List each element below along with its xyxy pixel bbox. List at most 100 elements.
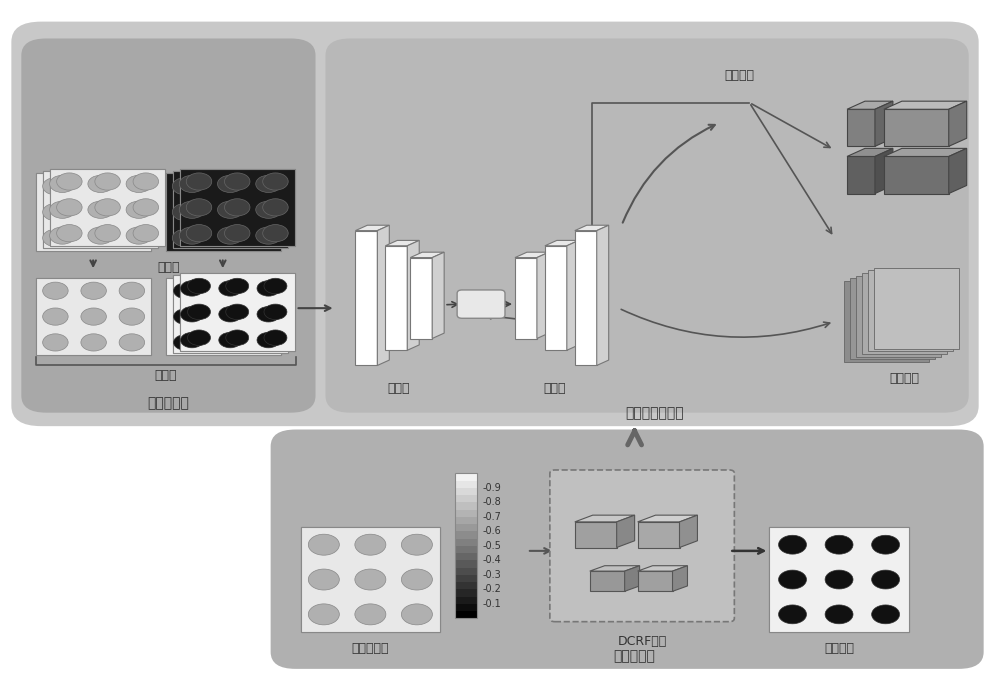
Text: -0.2: -0.2 [482,584,501,594]
Text: 特征通道: 特征通道 [889,372,919,385]
Polygon shape [385,246,407,350]
Text: 多层次特征融合: 多层次特征融合 [625,406,684,420]
Polygon shape [862,273,947,354]
Circle shape [126,175,152,192]
Polygon shape [850,278,935,359]
Circle shape [186,173,212,190]
Polygon shape [180,273,295,351]
Circle shape [179,201,205,219]
Polygon shape [515,257,537,338]
Polygon shape [180,273,295,351]
Circle shape [224,225,250,242]
Polygon shape [673,566,687,591]
Polygon shape [847,156,875,194]
Circle shape [43,204,68,221]
Circle shape [264,278,287,294]
Circle shape [174,283,197,299]
Polygon shape [874,267,959,349]
Polygon shape [545,240,579,246]
Circle shape [219,332,242,348]
Polygon shape [410,253,444,257]
Polygon shape [455,575,477,582]
Circle shape [211,230,236,246]
Polygon shape [875,101,893,146]
Circle shape [181,281,203,296]
Text: 数据预处理: 数据预处理 [147,396,189,410]
Circle shape [88,201,113,219]
Circle shape [81,308,106,325]
Polygon shape [575,522,617,548]
Circle shape [401,534,432,555]
Polygon shape [455,567,477,575]
Polygon shape [625,566,640,591]
Circle shape [179,175,205,192]
Circle shape [43,334,68,351]
Circle shape [219,307,242,322]
Polygon shape [455,561,477,567]
Polygon shape [432,253,444,338]
Circle shape [119,334,145,351]
Circle shape [181,307,203,322]
Polygon shape [847,148,893,156]
Polygon shape [455,481,477,488]
Circle shape [257,281,280,296]
Circle shape [872,605,900,624]
Polygon shape [410,257,432,338]
Polygon shape [638,522,680,548]
Polygon shape [455,510,477,517]
Circle shape [263,173,288,190]
Polygon shape [50,169,165,246]
Circle shape [308,534,339,555]
Text: -0.1: -0.1 [482,598,501,609]
Polygon shape [455,546,477,553]
Circle shape [43,177,68,195]
Circle shape [81,204,106,221]
Circle shape [264,304,287,320]
Circle shape [263,225,288,242]
FancyBboxPatch shape [271,429,984,669]
Polygon shape [455,473,477,481]
Polygon shape [575,515,635,522]
Circle shape [249,204,274,221]
Circle shape [181,332,203,348]
Circle shape [779,536,806,554]
Circle shape [226,330,249,345]
Circle shape [119,230,145,246]
Polygon shape [455,502,477,510]
Circle shape [211,204,236,221]
Polygon shape [884,101,967,109]
Polygon shape [166,173,281,251]
Text: 分割结果: 分割结果 [824,642,854,655]
Circle shape [119,308,145,325]
Text: -0.3: -0.3 [482,570,501,580]
FancyBboxPatch shape [457,290,505,318]
Polygon shape [515,253,549,257]
Polygon shape [173,171,288,248]
Polygon shape [455,553,477,561]
Circle shape [88,227,113,244]
Polygon shape [884,148,967,156]
Circle shape [186,199,212,216]
Text: -0.8: -0.8 [482,498,501,507]
Circle shape [126,201,152,219]
Circle shape [256,201,281,219]
Circle shape [95,173,120,190]
Circle shape [57,173,82,190]
Circle shape [174,309,197,324]
FancyBboxPatch shape [550,470,734,621]
Polygon shape [680,515,697,548]
Text: DCRF优化: DCRF优化 [617,635,667,648]
Text: -0.4: -0.4 [482,555,501,565]
Circle shape [355,569,386,590]
Polygon shape [173,276,288,353]
Circle shape [212,334,235,350]
Polygon shape [638,515,697,522]
Circle shape [188,330,210,345]
Circle shape [57,225,82,242]
Circle shape [211,177,236,195]
Circle shape [212,283,235,299]
Polygon shape [844,281,929,362]
Circle shape [308,604,339,625]
Polygon shape [43,171,158,248]
Polygon shape [36,278,151,355]
